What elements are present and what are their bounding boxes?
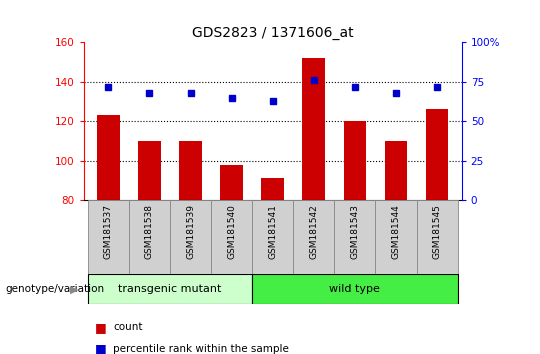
Bar <box>179 141 202 200</box>
Text: GSM181540: GSM181540 <box>227 205 236 259</box>
Text: ■: ■ <box>94 321 106 334</box>
Text: GSM181537: GSM181537 <box>104 205 113 259</box>
Text: wild type: wild type <box>329 284 380 295</box>
Text: transgenic mutant: transgenic mutant <box>118 284 222 295</box>
Bar <box>426 109 448 200</box>
Text: genotype/variation: genotype/variation <box>5 284 105 295</box>
Title: GDS2823 / 1371606_at: GDS2823 / 1371606_at <box>192 26 354 40</box>
Bar <box>211 200 252 274</box>
Text: ■: ■ <box>94 342 106 354</box>
Text: GSM181543: GSM181543 <box>350 205 360 259</box>
Bar <box>252 274 457 304</box>
Bar <box>252 200 293 274</box>
Bar <box>375 200 416 274</box>
Text: percentile rank within the sample: percentile rank within the sample <box>113 344 289 354</box>
Text: ▶: ▶ <box>70 284 78 295</box>
Bar <box>293 200 334 274</box>
Bar <box>384 141 407 200</box>
Bar <box>88 200 129 274</box>
Bar <box>343 121 366 200</box>
Text: count: count <box>113 322 143 332</box>
Bar <box>220 165 243 200</box>
Bar <box>97 115 120 200</box>
Text: GSM181538: GSM181538 <box>145 205 154 259</box>
Bar <box>129 200 170 274</box>
Bar <box>88 274 252 304</box>
Bar <box>261 178 284 200</box>
Text: GSM181544: GSM181544 <box>392 205 401 259</box>
Text: GSM181545: GSM181545 <box>433 205 442 259</box>
Text: GSM181542: GSM181542 <box>309 205 318 259</box>
Bar <box>170 200 211 274</box>
Text: GSM181539: GSM181539 <box>186 205 195 259</box>
Bar <box>138 141 161 200</box>
Text: GSM181541: GSM181541 <box>268 205 277 259</box>
Bar <box>334 200 375 274</box>
Bar <box>416 200 457 274</box>
Bar <box>302 58 325 200</box>
